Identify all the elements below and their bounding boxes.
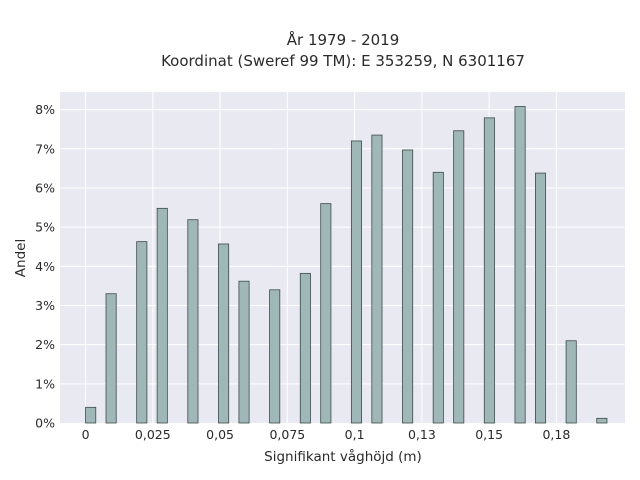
- y-tick-label: 4%: [35, 259, 55, 274]
- bar: [218, 243, 230, 424]
- y-axis-label: Andel: [13, 239, 29, 277]
- bar: [514, 106, 526, 424]
- bar: [483, 117, 495, 424]
- y-tick-label: 7%: [35, 141, 55, 156]
- y-tick-label: 2%: [35, 337, 55, 352]
- bar: [432, 171, 444, 424]
- x-tick-label: 0,15: [475, 427, 503, 442]
- y-tick-labels: 0% 1% 2% 3% 4% 5% 6% 7% 8%: [35, 102, 55, 430]
- chart-title: År 1979 - 2019: [287, 30, 400, 49]
- bar: [453, 130, 465, 424]
- x-tick-label: 0,1: [345, 427, 365, 442]
- bar: [565, 340, 577, 424]
- bar: [371, 134, 383, 424]
- chart-subtitle: Koordinat (Sweref 99 TM): E 353259, N 63…: [161, 52, 525, 70]
- bar: [299, 272, 311, 424]
- bar: [136, 241, 148, 424]
- bar: [156, 207, 168, 424]
- bar: [238, 280, 250, 424]
- bar: [535, 172, 547, 424]
- y-tick-label: 0%: [35, 416, 55, 431]
- bar: [187, 219, 199, 424]
- bar: [350, 140, 363, 424]
- bar: [105, 293, 117, 424]
- y-tick-label: 8%: [35, 102, 55, 117]
- bar: [269, 289, 281, 424]
- bar: [85, 406, 97, 424]
- x-tick-label: 0,13: [408, 427, 436, 442]
- x-tick-labels: 0 0,025 0,05 0,075 0,1 0,13 0,15 0,18: [82, 427, 571, 442]
- bar: [596, 417, 608, 424]
- y-tick-label: 5%: [35, 220, 55, 235]
- bars: [85, 106, 608, 424]
- x-tick-label: 0,025: [135, 427, 171, 442]
- y-tick-label: 3%: [35, 298, 55, 313]
- x-tick-label: 0,075: [269, 427, 305, 442]
- x-tick-label: 0,18: [542, 427, 570, 442]
- x-tick-label: 0: [82, 427, 90, 442]
- x-axis-label: Signifikant våghöjd (m): [264, 448, 422, 465]
- bar: [320, 203, 332, 424]
- y-tick-label: 1%: [35, 376, 55, 391]
- plot-area: [60, 92, 625, 423]
- y-tick-label: 6%: [35, 180, 55, 195]
- x-tick-label: 0,05: [206, 427, 234, 442]
- bar: [402, 149, 414, 424]
